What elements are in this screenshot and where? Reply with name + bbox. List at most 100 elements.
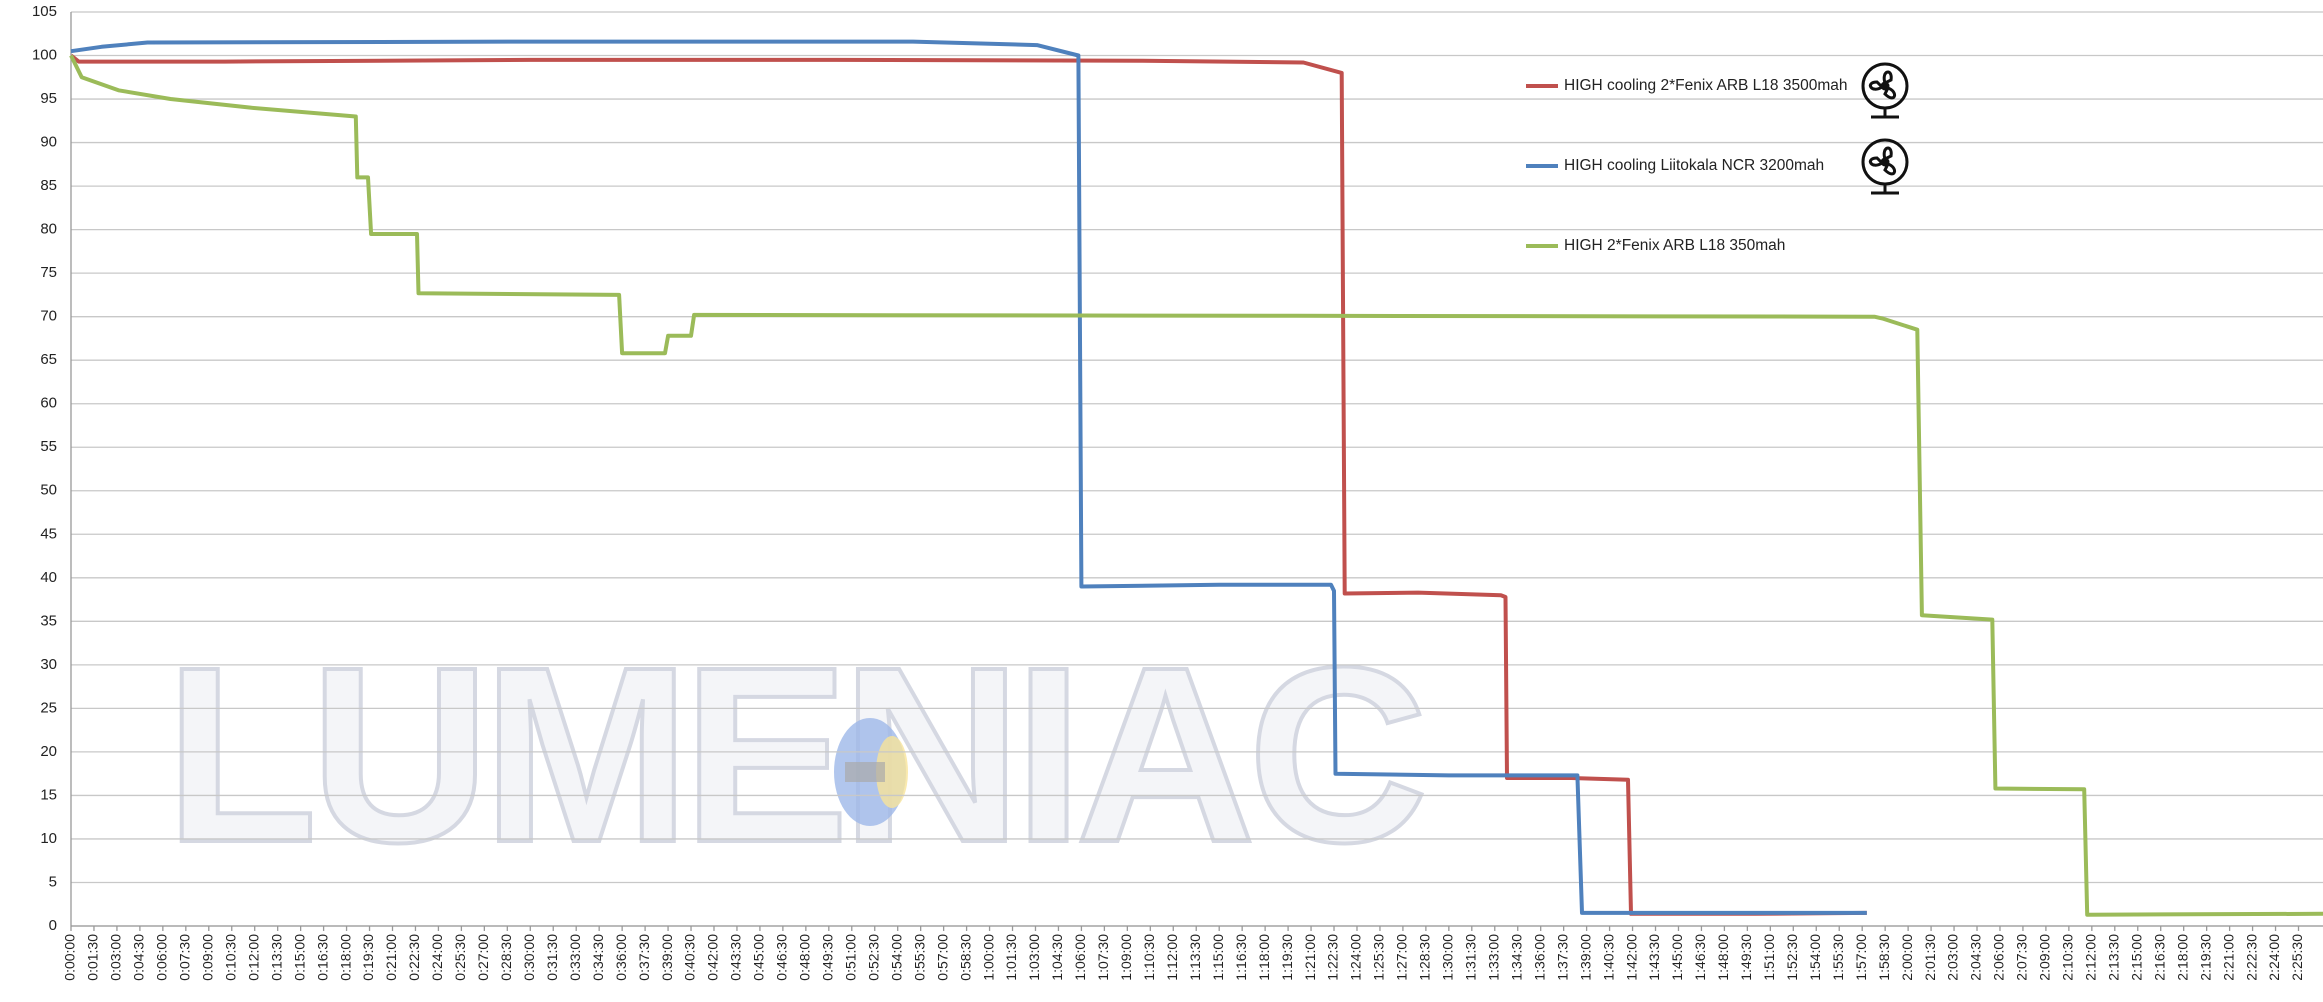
y-tick-label: 75 [40, 264, 57, 281]
x-tick-label: 1:54:00 [1807, 934, 1823, 981]
x-tick-label: 0:01:30 [85, 934, 101, 981]
x-tick-label: 1:52:30 [1784, 934, 1800, 981]
legend-label: HIGH 2*Fenix ARB L18 350mah [1564, 237, 1785, 254]
legend-label: HIGH cooling Liitokala NCR 3200mah [1564, 157, 1824, 174]
x-tick-label: 1:28:30 [1417, 934, 1433, 981]
x-tick-label: 1:33:00 [1485, 934, 1501, 981]
x-tick-label: 0:00:00 [62, 934, 78, 981]
legend-label: HIGH cooling 2*Fenix ARB L18 3500mah [1564, 77, 1847, 94]
x-tick-label: 0:57:00 [934, 934, 950, 981]
x-tick-label: 0:25:30 [452, 934, 468, 981]
x-tick-label: 1:13:30 [1187, 934, 1203, 981]
y-tick-label: 105 [32, 3, 57, 20]
x-tick-label: 2:07:30 [2014, 934, 2030, 981]
x-tick-label: 1:21:00 [1302, 934, 1318, 981]
x-tick-label: 0:04:30 [131, 934, 147, 981]
y-tick-label: 40 [40, 569, 57, 586]
x-tick-label: 0:16:30 [314, 934, 330, 981]
x-tick-label: 2:10:30 [2060, 934, 2076, 981]
fan-icon [1861, 138, 1909, 195]
x-tick-label: 0:42:00 [705, 934, 721, 981]
watermark-logo [845, 762, 885, 782]
x-tick-label: 0:27:00 [475, 934, 491, 981]
watermark-text: LUMENIAC [165, 615, 1422, 894]
x-tick-label: 0:40:30 [682, 934, 698, 981]
x-tick-label: 1:55:30 [1830, 934, 1846, 981]
x-tick-label: 1:01:30 [1003, 934, 1019, 981]
x-tick-label: 0:03:00 [108, 934, 124, 981]
y-tick-label: 15 [40, 786, 57, 803]
x-tick-label: 2:21:00 [2220, 934, 2236, 981]
y-tick-label: 95 [40, 90, 57, 107]
x-tick-label: 0:43:30 [728, 934, 744, 981]
x-tick-label: 1:43:30 [1646, 934, 1662, 981]
x-tick-label: 1:07:30 [1095, 934, 1111, 981]
x-tick-label: 1:12:00 [1164, 934, 1180, 981]
x-tick-label: 1:24:00 [1348, 934, 1364, 981]
x-tick-label: 1:57:00 [1853, 934, 1869, 981]
x-tick-label: 1:10:30 [1141, 934, 1157, 981]
x-tick-label: 2:09:00 [2037, 934, 2053, 981]
x-tick-label: 0:12:00 [245, 934, 261, 981]
x-tick-label: 1:45:00 [1669, 934, 1685, 981]
y-tick-label: 30 [40, 656, 57, 673]
x-tick-label: 0:19:30 [360, 934, 376, 981]
x-tick-label: 0:52:30 [865, 934, 881, 981]
y-tick-label: 45 [40, 525, 57, 542]
x-tick-label: 1:16:30 [1233, 934, 1249, 981]
x-tick-label: 2:15:00 [2128, 934, 2144, 981]
y-tick-label: 100 [32, 46, 57, 63]
y-tick-label: 25 [40, 699, 57, 716]
x-tick-label: 0:18:00 [337, 934, 353, 981]
x-tick-label: 1:58:30 [1876, 934, 1892, 981]
x-tick-label: 1:48:00 [1715, 934, 1731, 981]
x-tick-label: 1:19:30 [1279, 934, 1295, 981]
x-tick-label: 1:39:00 [1577, 934, 1593, 981]
x-tick-label: 0:36:00 [613, 934, 629, 981]
y-tick-label: 20 [40, 743, 57, 760]
x-tick-label: 1:18:00 [1256, 934, 1272, 981]
watermark: LUMENIAC [163, 613, 1432, 896]
y-tick-label: 35 [40, 612, 57, 629]
x-tick-label: 2:03:00 [1945, 934, 1961, 981]
x-tick-label: 0:33:00 [567, 934, 583, 981]
x-tick-label: 1:15:00 [1210, 934, 1226, 981]
x-tick-label: 0:10:30 [222, 934, 238, 981]
y-tick-label: 0 [49, 917, 57, 934]
x-tick-label: 0:21:00 [383, 934, 399, 981]
y-tick-label: 90 [40, 134, 57, 151]
y-tick-label: 65 [40, 351, 57, 368]
y-tick-label: 80 [40, 221, 57, 238]
x-tick-label: 0:37:30 [636, 934, 652, 981]
x-tick-label: 1:46:30 [1692, 934, 1708, 981]
data-line [69, 53, 1867, 916]
x-tick-label: 1:36:00 [1531, 934, 1547, 981]
x-tick-label: 0:34:30 [590, 934, 606, 981]
x-tick-label: 0:15:00 [291, 934, 307, 981]
x-tick-label: 1:51:00 [1761, 934, 1777, 981]
x-tick-label: 0:28:30 [498, 934, 514, 981]
y-tick-label: 5 [49, 873, 57, 890]
x-tick-label: 0:07:30 [177, 934, 193, 981]
x-tick-label: 2:19:30 [2197, 934, 2213, 981]
data-line [69, 54, 2323, 917]
x-tick-label: 2:18:00 [2174, 934, 2190, 981]
x-tick-label: 0:22:30 [406, 934, 422, 981]
x-tick-label: 1:49:30 [1738, 934, 1754, 981]
x-tick-label: 2:01:30 [1922, 934, 1938, 981]
x-tick-label: 1:06:00 [1072, 934, 1088, 981]
x-tick-label: 1:09:00 [1118, 934, 1134, 981]
x-tick-label: 0:49:30 [820, 934, 836, 981]
x-tick-label: 1:22:30 [1325, 934, 1341, 981]
x-tick-label: 0:24:00 [429, 934, 445, 981]
y-tick-label: 85 [40, 177, 57, 194]
x-tick-label: 1:00:00 [980, 934, 996, 981]
y-tick-label: 60 [40, 395, 57, 412]
x-tick-label: 0:06:00 [154, 934, 170, 981]
y-tick-label: 55 [40, 438, 57, 455]
x-tick-label: 1:34:30 [1508, 934, 1524, 981]
x-tick-label: 1:25:30 [1371, 934, 1387, 981]
x-tick-label: 1:40:30 [1600, 934, 1616, 981]
x-tick-label: 0:13:30 [268, 934, 284, 981]
